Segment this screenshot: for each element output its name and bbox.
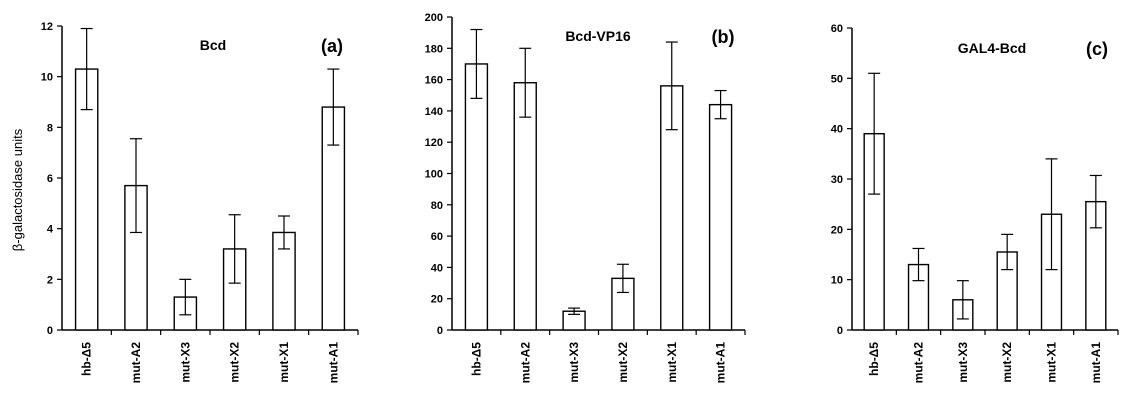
chart-panel-0: 0 2 4 6 8 10 12 hb-Δ5 mut-A2 mut-X3 mut-X2 mut-X1 mu…	[41, 21, 359, 384]
y-tick-label: 0	[47, 325, 53, 337]
chart-title: GAL4-Bcd	[958, 40, 1026, 56]
y-tick-label: 20	[431, 294, 443, 306]
y-tick-label: 12	[41, 21, 53, 33]
y-tick-label: 10	[831, 275, 843, 287]
y-tick-label: 0	[437, 325, 443, 337]
x-tick-label: mut-X3	[178, 342, 192, 383]
chart-title: Bcd-VP16	[565, 28, 631, 44]
panel-label: (c)	[1086, 39, 1108, 59]
x-tick-label: mut-A1	[326, 342, 340, 384]
y-tick-label: 2	[47, 274, 53, 286]
x-tick-label: mut-X2	[1000, 342, 1014, 383]
x-tick-label: mut-A1	[1089, 342, 1103, 384]
chart-title: Bcd	[200, 37, 226, 53]
y-tick-label: 120	[425, 137, 443, 149]
x-tick-label: mut-X3	[567, 342, 581, 383]
x-tick-label: hb-Δ5	[80, 342, 94, 376]
y-tick-label: 8	[47, 122, 53, 134]
x-tick-label: mut-X1	[277, 342, 291, 383]
x-tick-label: mut-X1	[665, 342, 679, 383]
bar	[464, 63, 489, 331]
y-tick-label: 6	[47, 173, 53, 185]
x-tick-label: mut-A2	[912, 342, 926, 384]
y-tick-label: 160	[425, 75, 443, 87]
y-tick-label: 200	[425, 12, 443, 24]
bar	[513, 82, 537, 331]
chart-panel-2: 0 10 20 30 40 50 60 hb-Δ5 mut-A2 mut-X3 mut-X2 mut-…	[831, 23, 1119, 384]
x-tick-label: mut-A2	[129, 342, 143, 384]
bar	[708, 103, 733, 331]
x-tick-label: mut-X3	[956, 342, 970, 383]
y-tick-label: 140	[425, 106, 443, 118]
x-tick-label: mut-A2	[518, 342, 532, 384]
x-tick-label: mut-X2	[616, 342, 630, 383]
y-tick-label: 50	[831, 73, 843, 85]
panel-label: (a)	[321, 36, 343, 56]
y-tick-label: 100	[425, 169, 443, 181]
y-tick-label: 40	[831, 124, 843, 136]
y-tick-label: 10	[41, 72, 53, 84]
y-axis-label: β-galactosidase units	[10, 128, 25, 251]
x-tick-label: mut-A1	[714, 342, 728, 384]
x-tick-label: hb-Δ5	[867, 342, 881, 376]
x-tick-label: hb-Δ5	[469, 342, 483, 376]
y-tick-label: 60	[431, 231, 443, 243]
y-tick-label: 0	[837, 325, 843, 337]
y-tick-label: 40	[431, 262, 443, 274]
y-tick-label: 60	[831, 23, 843, 35]
x-tick-label: mut-X1	[1045, 342, 1059, 383]
panels: 0 2 4 6 8 10 12 hb-Δ5 mut-A2 mut-X3 mut-X2 mut-X1 mu…	[41, 12, 1119, 384]
x-tick-label: mut-X2	[228, 342, 242, 383]
y-tick-label: 180	[425, 43, 443, 55]
y-tick-label: 20	[831, 224, 843, 236]
chart-panel-1: 0 20 40 60 80 100 120 140 160 180 200 hb-Δ5 mut-A2 mu…	[425, 12, 746, 384]
y-tick-label: 4	[47, 224, 54, 236]
y-tick-label: 80	[431, 200, 443, 212]
panel-label: (b)	[712, 27, 735, 47]
y-tick-label: 30	[831, 174, 843, 186]
